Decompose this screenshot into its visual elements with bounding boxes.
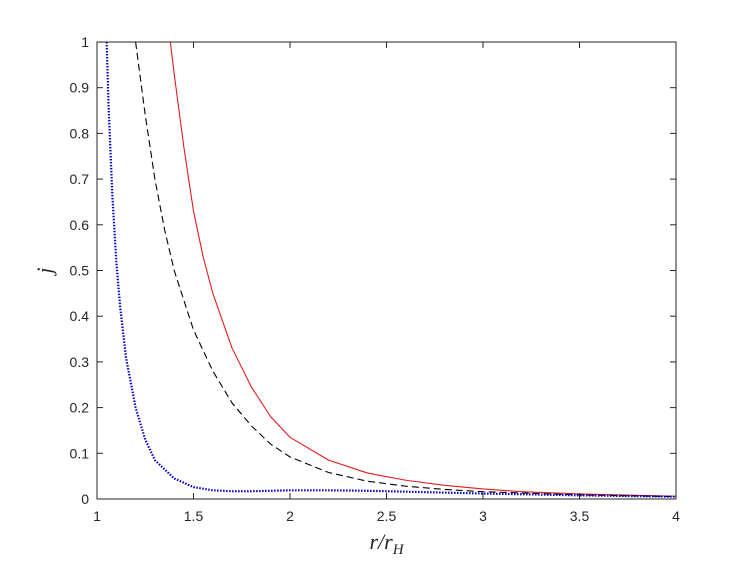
y-tick-label: 0.4 bbox=[70, 308, 90, 324]
y-tick-label: 0.8 bbox=[70, 125, 90, 141]
x-tick-label: 4 bbox=[672, 508, 680, 524]
y-tick-label: 0.9 bbox=[70, 80, 90, 96]
x-axis-label-subscript: H bbox=[392, 542, 405, 558]
y-axis-ticks: 0 0.1 0.2 0.3 0.4 0.5 0.6 0.7 0.8 0.9 1 bbox=[70, 34, 676, 507]
series-line-1-solid bbox=[169, 42, 676, 497]
y-tick-label: 0.2 bbox=[70, 400, 90, 416]
y-tick-label: 0.3 bbox=[70, 354, 90, 370]
y-tick-label: 0.5 bbox=[70, 263, 90, 279]
x-tick-label: 3.5 bbox=[570, 508, 590, 524]
x-tick-label: 1 bbox=[93, 508, 101, 524]
series-layer bbox=[105, 42, 676, 498]
y-tick-label: 0.6 bbox=[70, 217, 90, 233]
y-tick-label: 0 bbox=[81, 491, 89, 507]
x-tick-label: 2.5 bbox=[377, 508, 397, 524]
y-tick-label: 0.7 bbox=[70, 171, 90, 187]
x-tick-label: 1.5 bbox=[184, 508, 204, 524]
y-tick-label: 1 bbox=[81, 34, 89, 50]
x-axis-ticks: 1 1.5 2 2.5 3 3.5 4 bbox=[93, 42, 680, 524]
y-tick-label: 0.1 bbox=[70, 445, 90, 461]
x-tick-label: 2 bbox=[286, 508, 294, 524]
series-line-3-dotted bbox=[105, 42, 676, 498]
x-axis-label-main: r/r bbox=[369, 529, 393, 554]
x-tick-label: 3 bbox=[479, 508, 487, 524]
series-line-2-dashed bbox=[135, 42, 676, 498]
plot-area bbox=[97, 42, 676, 499]
x-axis-label: r/rH bbox=[369, 529, 404, 558]
y-axis-label: j bbox=[32, 267, 57, 276]
